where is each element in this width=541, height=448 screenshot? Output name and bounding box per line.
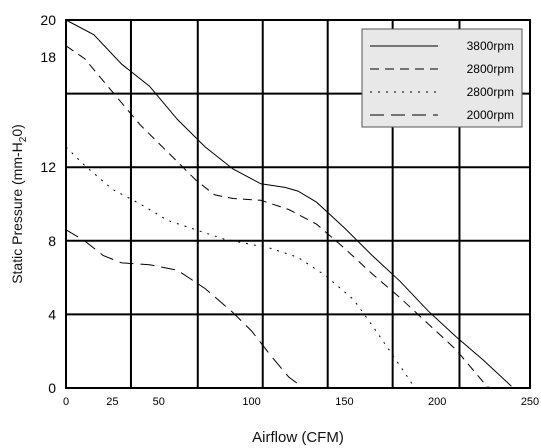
y-tick-label: 8 bbox=[48, 233, 56, 249]
y-tick-label: 4 bbox=[48, 306, 56, 322]
y-tick-label: 0 bbox=[48, 380, 56, 396]
x-tick-label: 250 bbox=[521, 396, 539, 408]
series-line-0 bbox=[65, 19, 512, 387]
legend-label-3: 2000rpm bbox=[467, 108, 514, 122]
x-tick-label: 25 bbox=[106, 396, 118, 408]
y-axis-title-sub: 2 bbox=[18, 136, 29, 142]
series-layer bbox=[65, 19, 512, 389]
legend: 3800rpm 2800rpm 2800rpm 2000rpm bbox=[361, 28, 523, 128]
y-tick-label: 18 bbox=[40, 49, 56, 65]
series-line-3 bbox=[65, 229, 304, 389]
x-tick-labels: 0 25 50 100 150 200 250 bbox=[63, 396, 539, 408]
legend-label-0: 3800rpm bbox=[467, 39, 514, 53]
y-axis-title: Static Pressure (mm-H20) bbox=[9, 124, 29, 284]
y-axis-title-main: Static Pressure (mm-H bbox=[9, 142, 25, 284]
x-tick-label: 150 bbox=[335, 396, 353, 408]
x-tick-label: 100 bbox=[242, 396, 260, 408]
x-axis-title: Airflow (CFM) bbox=[252, 429, 344, 446]
legend-label-1: 2800rpm bbox=[467, 62, 514, 76]
x-tick-label: 50 bbox=[153, 396, 165, 408]
y-tick-label: 12 bbox=[40, 159, 56, 175]
y-axis-title-tail: 0) bbox=[9, 124, 25, 136]
series-line-2 bbox=[65, 146, 416, 389]
y-tick-labels: 0 4 8 12 18 20 bbox=[40, 12, 56, 396]
legend-label-2: 2800rpm bbox=[467, 85, 514, 99]
x-tick-label: 0 bbox=[63, 396, 69, 408]
x-tick-label: 200 bbox=[428, 396, 446, 408]
series-line-1 bbox=[65, 45, 490, 389]
legend-box bbox=[361, 28, 523, 128]
y-tick-label: 20 bbox=[40, 12, 56, 28]
plot-frame bbox=[65, 19, 531, 389]
